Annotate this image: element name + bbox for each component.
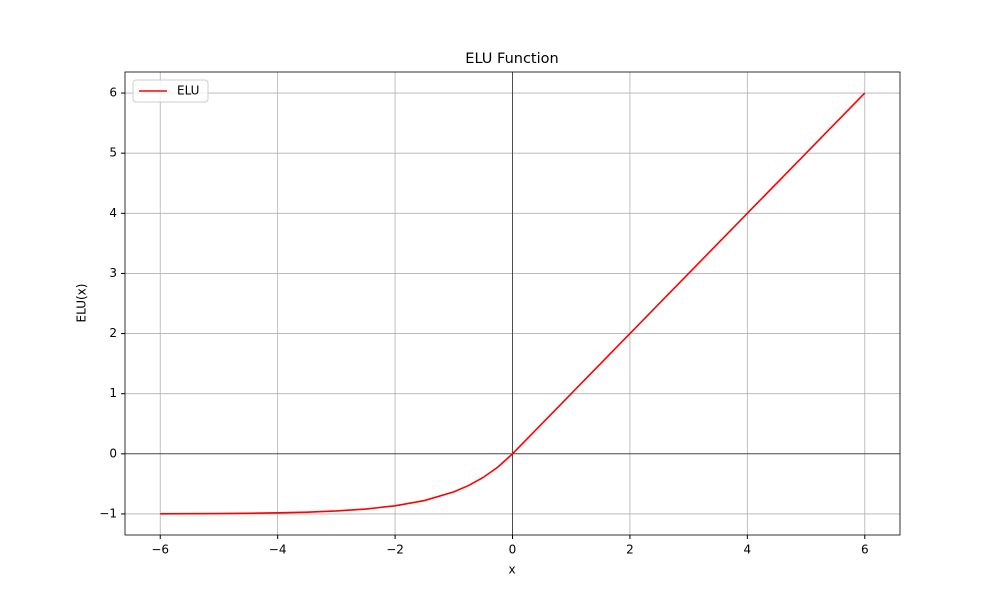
y-tick-label: 4 bbox=[109, 206, 117, 220]
x-tick-label: 6 bbox=[861, 543, 869, 557]
plot-frame bbox=[124, 71, 901, 536]
x-axis-label: x bbox=[508, 563, 515, 577]
legend-label: ELU bbox=[177, 84, 199, 98]
y-tick-label: 5 bbox=[109, 146, 117, 160]
y-tick-label: −1 bbox=[99, 506, 117, 520]
y-tick-label: 2 bbox=[109, 326, 117, 340]
line-series bbox=[160, 92, 866, 515]
y-tick-label: 1 bbox=[109, 386, 117, 400]
legend-box bbox=[132, 79, 209, 103]
y-tick-label: 3 bbox=[109, 266, 117, 280]
x-tick-label: −2 bbox=[386, 543, 404, 557]
x-tick-label: 0 bbox=[509, 543, 517, 557]
x-tick-label: 2 bbox=[626, 543, 634, 557]
y-tick-label: 0 bbox=[109, 446, 117, 460]
x-tick-label: 4 bbox=[744, 543, 752, 557]
x-tick-label: −4 bbox=[269, 543, 287, 557]
chart-title: ELU Function bbox=[465, 51, 558, 67]
y-axis-label: ELU(x) bbox=[75, 284, 89, 323]
y-tick-label: 6 bbox=[109, 86, 117, 100]
x-tick-label: −6 bbox=[151, 543, 169, 557]
